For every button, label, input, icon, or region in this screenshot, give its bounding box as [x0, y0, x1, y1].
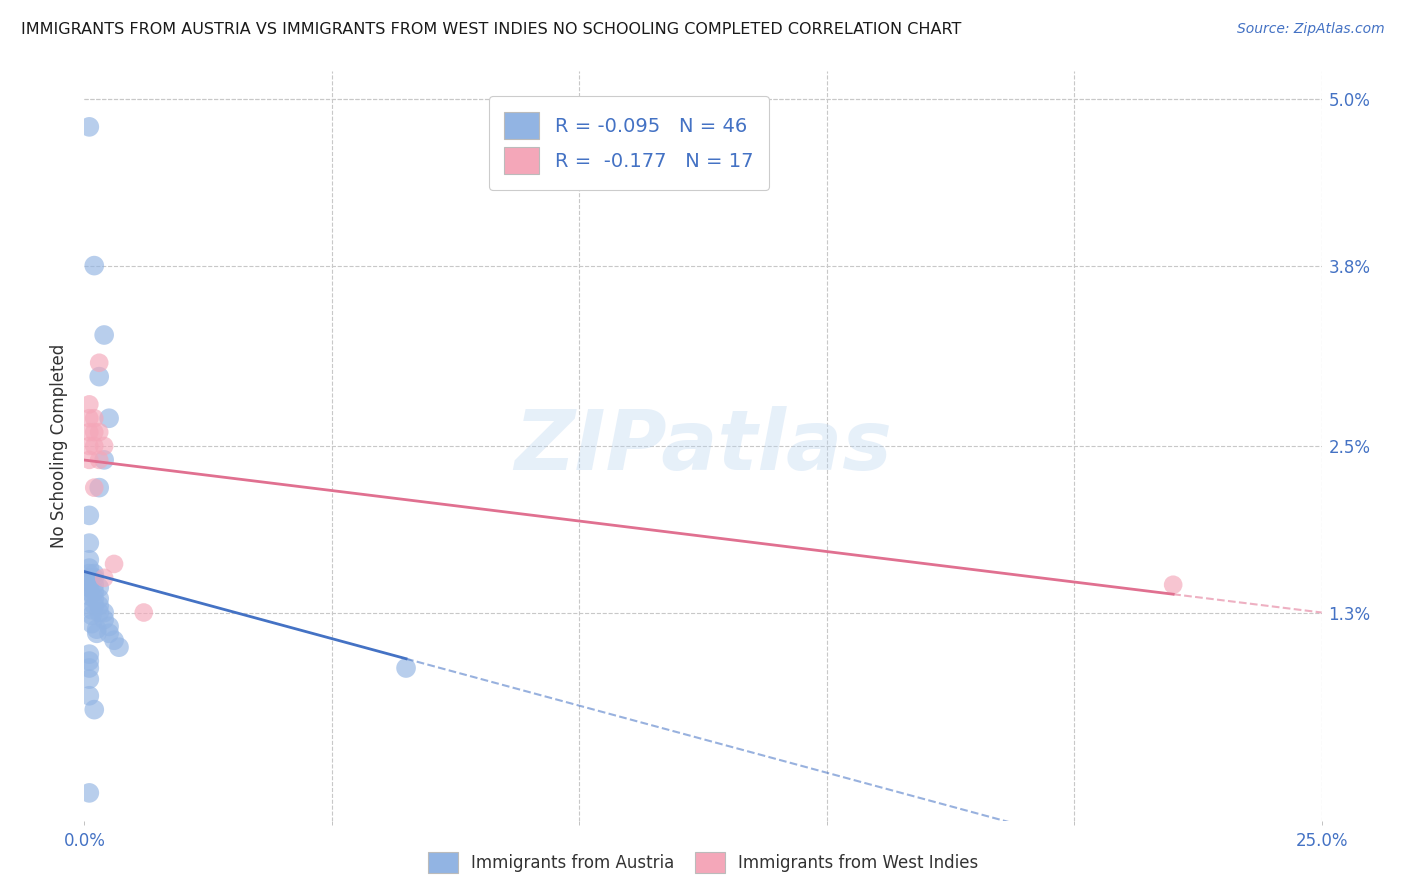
Y-axis label: No Schooling Completed: No Schooling Completed: [51, 344, 69, 548]
Point: [79, 581, 101, 595]
Point: [98, 619, 121, 633]
Point: [98, 626, 121, 640]
Point: [93, 571, 115, 585]
Point: [89, 369, 111, 384]
Point: [93, 606, 115, 620]
Point: [79, 453, 101, 467]
Point: [83, 439, 105, 453]
Point: [83, 703, 105, 717]
Point: [86, 622, 108, 636]
Point: [80, 608, 103, 623]
Point: [1161, 578, 1184, 592]
Text: ZIPatlas: ZIPatlas: [515, 406, 891, 486]
Point: [98, 411, 121, 425]
Point: [79, 672, 101, 686]
Point: [83, 259, 105, 273]
Point: [132, 606, 155, 620]
Point: [89, 581, 111, 595]
Point: [79, 589, 101, 603]
Point: [103, 557, 125, 571]
Point: [83, 599, 105, 613]
Point: [79, 536, 101, 550]
Point: [80, 603, 103, 617]
Point: [86, 626, 108, 640]
Point: [108, 640, 131, 655]
Point: [395, 661, 418, 675]
Point: [83, 425, 105, 439]
Point: [79, 553, 101, 567]
Legend: Immigrants from Austria, Immigrants from West Indies: Immigrants from Austria, Immigrants from…: [422, 846, 984, 880]
Point: [93, 453, 115, 467]
Point: [79, 571, 101, 585]
Point: [79, 647, 101, 661]
Point: [79, 661, 101, 675]
Point: [79, 574, 101, 589]
Point: [93, 612, 115, 626]
Point: [83, 481, 105, 495]
Point: [89, 606, 111, 620]
Point: [83, 411, 105, 425]
Point: [89, 599, 111, 613]
Point: [93, 328, 115, 343]
Point: [79, 566, 101, 581]
Point: [79, 689, 101, 703]
Point: [83, 578, 105, 592]
Point: [79, 120, 101, 134]
Point: [80, 616, 103, 631]
Point: [79, 561, 101, 575]
Point: [83, 591, 105, 606]
Point: [89, 591, 111, 606]
Point: [83, 584, 105, 599]
Point: [103, 633, 125, 648]
Point: [79, 654, 101, 668]
Point: [89, 453, 111, 467]
Point: [79, 786, 101, 800]
Text: Source: ZipAtlas.com: Source: ZipAtlas.com: [1237, 22, 1385, 37]
Point: [83, 566, 105, 581]
Point: [89, 425, 111, 439]
Point: [83, 571, 105, 585]
Legend: R = -0.095   N = 46, R =  -0.177   N = 17: R = -0.095 N = 46, R = -0.177 N = 17: [489, 96, 769, 190]
Point: [93, 439, 115, 453]
Point: [79, 584, 101, 599]
Point: [89, 481, 111, 495]
Point: [79, 425, 101, 439]
Point: [79, 411, 101, 425]
Point: [79, 508, 101, 523]
Point: [79, 397, 101, 411]
Text: IMMIGRANTS FROM AUSTRIA VS IMMIGRANTS FROM WEST INDIES NO SCHOOLING COMPLETED CO: IMMIGRANTS FROM AUSTRIA VS IMMIGRANTS FR…: [21, 22, 962, 37]
Point: [79, 439, 101, 453]
Point: [89, 356, 111, 370]
